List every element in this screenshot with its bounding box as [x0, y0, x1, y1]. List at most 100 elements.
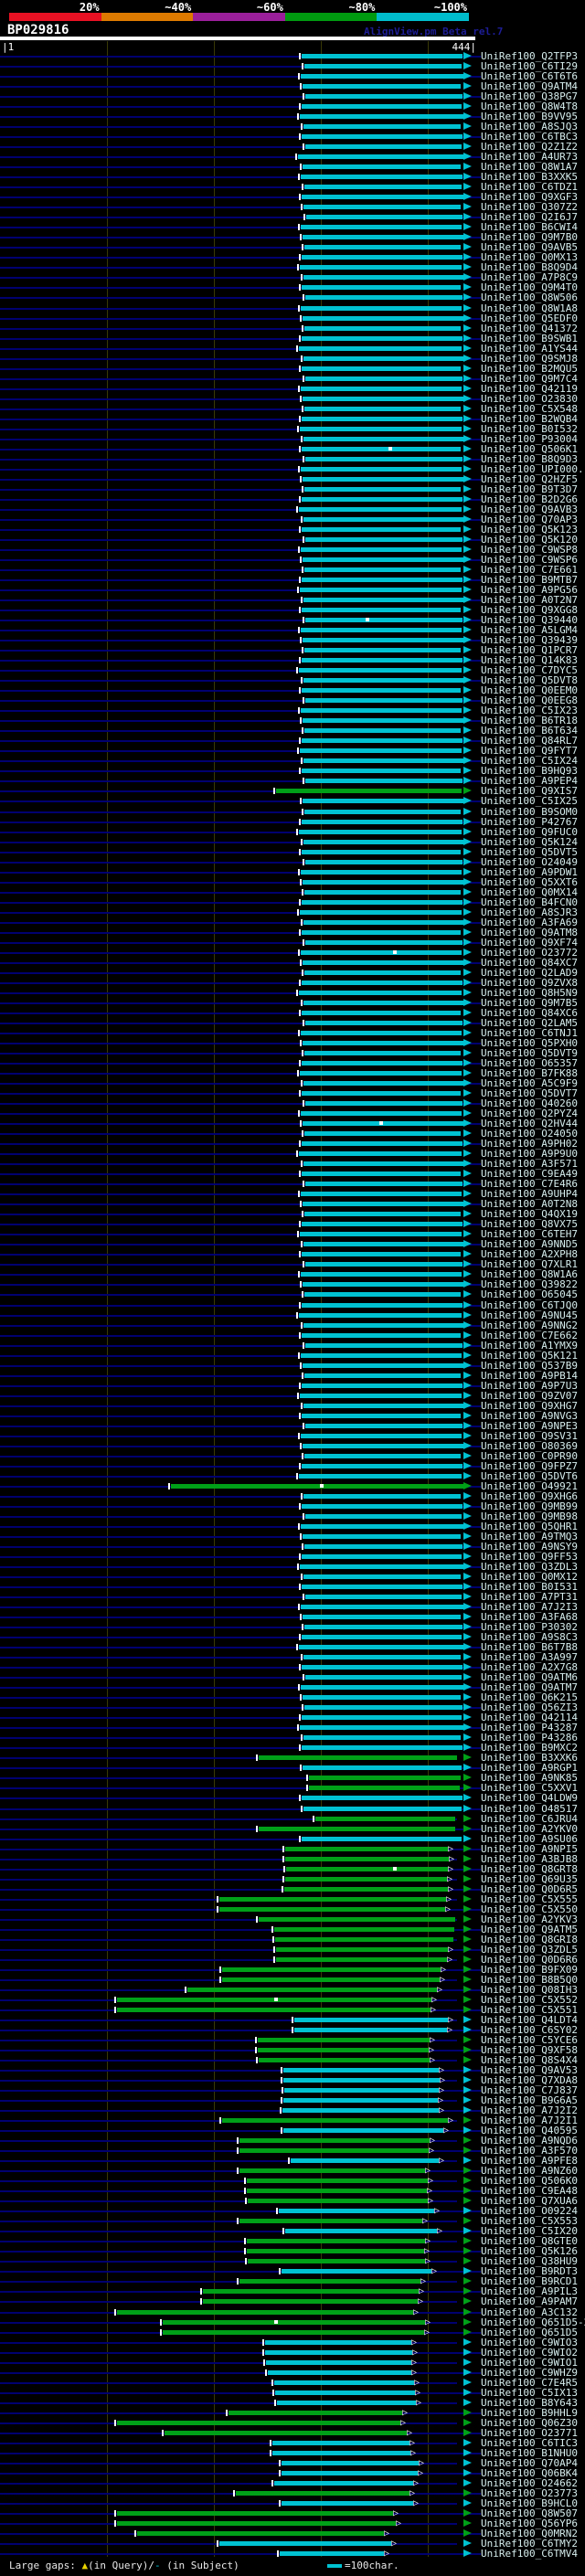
hit-label[interactable]: UniRef100_A9P9U0: [481, 1148, 578, 1160]
hit-label[interactable]: UniRef100_Q84RL7: [481, 735, 578, 747]
hit-label[interactable]: UniRef100_Q9ATM7: [481, 1681, 578, 1693]
hit-label[interactable]: UniRef100_Q5K121: [481, 1350, 578, 1362]
hit-label[interactable]: UniRef100_Q8VX75: [481, 1218, 578, 1230]
hit-label[interactable]: UniRef100_Q2PYZ4: [481, 1108, 578, 1119]
hit-label[interactable]: UniRef100_Q5EDF0: [481, 313, 578, 324]
hit-label[interactable]: UniRef100_C5X551: [481, 2004, 578, 2016]
hit-label[interactable]: UniRef100_Q08IH3: [481, 1984, 578, 1996]
hit-label[interactable]: UniRef100_A9S8C3: [481, 1631, 578, 1643]
hit-label[interactable]: UniRef100_A9NVG3: [481, 1410, 578, 1422]
hit-label[interactable]: UniRef100_B8Y643: [481, 2397, 578, 2409]
hit-label[interactable]: UniRef100_Q8GTE0: [481, 2235, 578, 2247]
hit-label[interactable]: UniRef100_A2YKV3: [481, 1913, 578, 1925]
hit-label[interactable]: UniRef100_B8B5Q0: [481, 1974, 578, 1986]
hit-label[interactable]: UniRef100_A9PEP4: [481, 775, 578, 787]
hit-label[interactable]: UniRef100_A2XPH8: [481, 1248, 578, 1260]
hit-label[interactable]: UniRef100_A9NZ60: [481, 2165, 578, 2177]
hit-label[interactable]: UniRef100_Q0D6R5: [481, 1883, 578, 1895]
hit-label[interactable]: UniRef100_Q9XIS7: [481, 785, 578, 797]
hit-label[interactable]: UniRef100_A9NSY9: [481, 1541, 578, 1553]
hit-label[interactable]: UniRef100_Q56YP6: [481, 2518, 578, 2529]
hit-label[interactable]: UniRef100_C6TMY2: [481, 2538, 578, 2549]
hit-label[interactable]: UniRef100_P43287: [481, 1722, 578, 1733]
hit-label[interactable]: UniRef100_Q06Z30: [481, 2417, 578, 2429]
hit-label[interactable]: UniRef100_Q2LAM5: [481, 1017, 578, 1029]
hit-label[interactable]: UniRef100_B9SOM0: [481, 806, 578, 818]
hit-label[interactable]: UniRef100_Q9FYT7: [481, 745, 578, 757]
hit-label[interactable]: UniRef100_Q70AP3: [481, 514, 578, 525]
hit-label[interactable]: UniRef100_A7J2I3: [481, 1601, 578, 1613]
hit-label[interactable]: UniRef100_Q9ATM5: [481, 1924, 578, 1935]
hit-label[interactable]: UniRef100_O23772: [481, 947, 578, 959]
hit-label[interactable]: UniRef100_Q4LDW9: [481, 1792, 578, 1804]
hit-label[interactable]: UniRef100_Q506K1: [481, 443, 578, 455]
hit-label[interactable]: UniRef100_Q8H5N9: [481, 987, 578, 999]
hit-label[interactable]: UniRef100_Q8GRI8: [481, 1934, 578, 1945]
hit-label[interactable]: UniRef100_Q38PG7: [481, 90, 578, 102]
hit-label[interactable]: UniRef100_A8SJQ3: [481, 121, 578, 133]
hit-label[interactable]: UniRef100_O48517: [481, 1803, 578, 1815]
hit-label[interactable]: UniRef100_B9RCD1: [481, 2275, 578, 2287]
hit-label[interactable]: UniRef100_B2WQB4: [481, 413, 578, 425]
hit-label[interactable]: UniRef100_A9PG56: [481, 584, 578, 596]
hit-label[interactable]: UniRef100_B6T634: [481, 725, 578, 737]
hit-label[interactable]: UniRef100_B9MTB7: [481, 574, 578, 586]
hit-label[interactable]: UniRef100_Q7XLR1: [481, 1258, 578, 1270]
hit-label[interactable]: UniRef100_A7J2I1: [481, 2115, 578, 2126]
hit-label[interactable]: UniRef100_Q9FUC0: [481, 826, 578, 838]
hit-label[interactable]: UniRef100_A0T2N8: [481, 1198, 578, 1210]
hit-label[interactable]: UniRef100_Q5XXT6: [481, 876, 578, 888]
hit-label[interactable]: UniRef100_C7DYC5: [481, 664, 578, 676]
hit-label[interactable]: UniRef100_A1YS44: [481, 343, 578, 355]
hit-label[interactable]: UniRef100_C5IX20: [481, 2225, 578, 2237]
hit-label[interactable]: UniRef100_Q9XF74: [481, 937, 578, 949]
hit-label[interactable]: UniRef100_O65045: [481, 1288, 578, 1300]
hit-label[interactable]: UniRef100_B9RDT3: [481, 2265, 578, 2277]
hit-label[interactable]: UniRef100_C5IX25: [481, 795, 578, 807]
hit-label[interactable]: UniRef100_A3FA68: [481, 1611, 578, 1623]
hit-label[interactable]: UniRef100_Q9ATM8: [481, 927, 578, 938]
hit-label[interactable]: UniRef100_A7PT31: [481, 1591, 578, 1603]
hit-label[interactable]: UniRef100_Q5K126: [481, 2245, 578, 2257]
hit-label[interactable]: UniRef100_A0T2N7: [481, 594, 578, 606]
hit-label[interactable]: UniRef100_A9PFE8: [481, 2155, 578, 2167]
hit-label[interactable]: UniRef100_Q0D6R6: [481, 1954, 578, 1966]
hit-label[interactable]: UniRef100_Q39439: [481, 634, 578, 646]
hit-label[interactable]: UniRef100_Q5DVT6: [481, 1470, 578, 1482]
hit-label[interactable]: UniRef100_Q56ZI3: [481, 1701, 578, 1713]
hit-label[interactable]: UniRef100_Q5K120: [481, 534, 578, 546]
hit-label[interactable]: UniRef100_Q0MX12: [481, 1571, 578, 1583]
hit-label[interactable]: UniRef100_Q8W507: [481, 2507, 578, 2519]
hit-label[interactable]: UniRef100_Q9XHG6: [481, 1490, 578, 1502]
hit-label[interactable]: UniRef100_Q7XDA8: [481, 2074, 578, 2086]
hit-label[interactable]: UniRef100_B1NHU0: [481, 2447, 578, 2459]
hit-label[interactable]: UniRef100_C9WSP8: [481, 544, 578, 556]
hit-label[interactable]: UniRef100_O65357: [481, 1057, 578, 1069]
hit-label[interactable]: UniRef100_C9WSP6: [481, 554, 578, 566]
hit-label[interactable]: UniRef100_A9RGP1: [481, 1762, 578, 1774]
hit-label[interactable]: UniRef100_Q9XGF3: [481, 191, 578, 203]
hit-label[interactable]: UniRef100_C5X552: [481, 1994, 578, 2006]
hit-label[interactable]: UniRef100_Q41372: [481, 323, 578, 334]
hit-label[interactable]: UniRef100_Q8W1A6: [481, 1268, 578, 1280]
hit-label[interactable]: UniRef100_C0PR90: [481, 1450, 578, 1462]
hit-label[interactable]: UniRef100_O24662: [481, 2477, 578, 2489]
hit-label[interactable]: UniRef100_A1YMX9: [481, 1340, 578, 1352]
hit-label[interactable]: UniRef100_A9PAM7: [481, 2295, 578, 2307]
hit-label[interactable]: UniRef100_Q69U35: [481, 1873, 578, 1885]
hit-label[interactable]: UniRef100_Q9M7B0: [481, 231, 578, 243]
hit-label[interactable]: UniRef100_A2X7G8: [481, 1661, 578, 1673]
hit-label[interactable]: UniRef100_Q9ZV07: [481, 1390, 578, 1402]
hit-label[interactable]: UniRef100_A9PB14: [481, 1370, 578, 1382]
hit-label[interactable]: UniRef100_B8Q9D4: [481, 261, 578, 273]
hit-label[interactable]: UniRef100_Q9ZVX8: [481, 977, 578, 989]
hit-label[interactable]: UniRef100_O49921: [481, 1480, 578, 1492]
hit-label[interactable]: UniRef100_Q8GRT8: [481, 1863, 578, 1875]
hit-label[interactable]: UniRef100_C5YCE6: [481, 2034, 578, 2046]
hit-label[interactable]: UniRef100_C7E4R5: [481, 2377, 578, 2389]
hit-label[interactable]: UniRef100_Q5PXH0: [481, 1037, 578, 1049]
hit-label[interactable]: UniRef100_Q5DVT7: [481, 1087, 578, 1099]
hit-label[interactable]: UniRef100_Q5DVT5: [481, 846, 578, 858]
hit-label[interactable]: UniRef100_B2D2G6: [481, 493, 578, 505]
hit-label[interactable]: UniRef100_C5IX24: [481, 755, 578, 767]
